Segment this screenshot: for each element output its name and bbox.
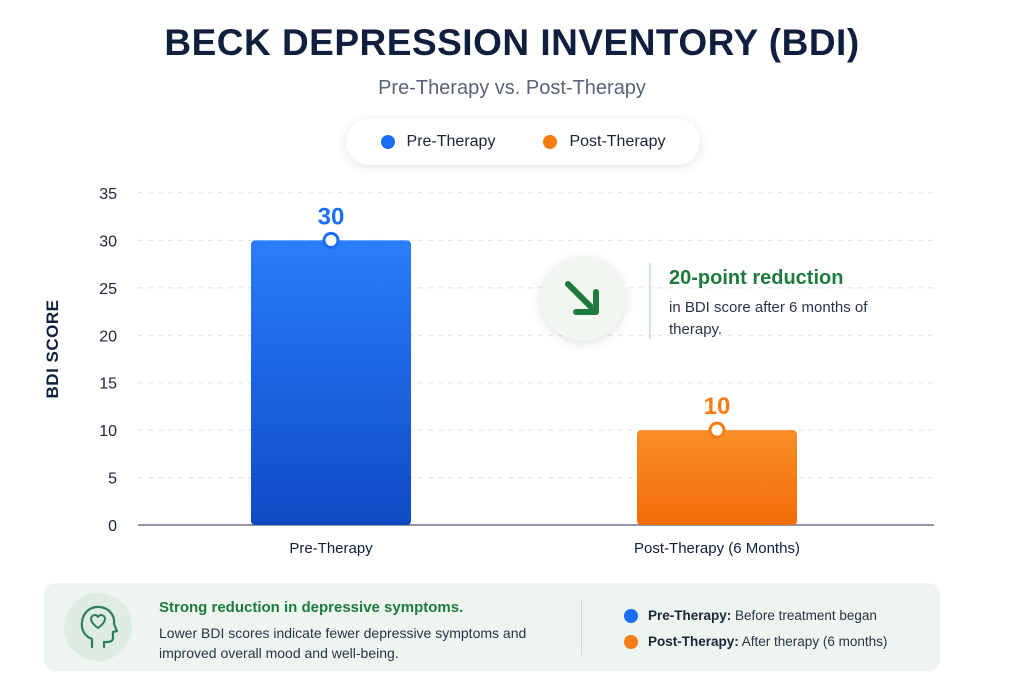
- y-tick-label: 20: [99, 328, 117, 345]
- bar-chart: 0 5 10 15 20 25 30 35 BDI SCORE 30 Pre-Therapy 10…: [43, 186, 934, 557]
- y-tick-label: 35: [99, 186, 117, 203]
- callout-divider: [649, 263, 651, 339]
- y-tick-label: 25: [99, 281, 117, 298]
- legend-swatch-post: [543, 135, 558, 149]
- footer-body: Lower BDI scores indicate fewer depressi…: [159, 625, 527, 661]
- chart-title: BECK DEPRESSION INVENTORY (BDI): [164, 22, 860, 63]
- bar-marker: [322, 231, 340, 249]
- callout-title: 20-point reduction: [669, 267, 844, 289]
- x-tick-label: Pre-Therapy: [289, 540, 373, 557]
- bar-post-therapy: [637, 430, 797, 525]
- y-axis-label: BDI SCORE: [43, 300, 62, 399]
- footer-swatch-pre: [624, 608, 638, 623]
- y-tick-label: 5: [108, 471, 117, 488]
- callout-icon-circle: [541, 257, 625, 341]
- footer-headline: Strong reduction in depressive symptoms.: [159, 599, 464, 616]
- footer-panel: Strong reduction in depressive symptoms.…: [44, 583, 940, 671]
- footer-legend-pre: Pre-Therapy: Before treatment began: [624, 608, 877, 623]
- head-heart-icon: [80, 605, 119, 649]
- y-tick-label: 30: [99, 233, 117, 250]
- bar-marker: [708, 421, 726, 439]
- legend-label-pre: Pre-Therapy: [406, 133, 496, 150]
- y-tick-label: 15: [99, 376, 117, 393]
- arrow-down-right-icon: [565, 281, 599, 315]
- reduction-callout: 20-point reduction in BDI score after 6 …: [527, 247, 927, 357]
- legend-label-post: Post-Therapy: [569, 133, 666, 150]
- footer-legend-post: Post-Therapy: After therapy (6 months): [624, 634, 887, 649]
- legend-item-pre: Pre-Therapy: [380, 133, 496, 151]
- legend: Pre-Therapy Post-Therapy: [346, 119, 700, 165]
- data-label: 30: [318, 203, 345, 230]
- data-label: 10: [704, 393, 731, 420]
- footer-icon-circle: [64, 593, 132, 661]
- chart-subtitle: Pre-Therapy vs. Post-Therapy: [378, 77, 646, 99]
- x-tick-label: Post-Therapy (6 Months): [634, 540, 800, 557]
- callout-text: in BDI score after 6 months of therapy.: [669, 299, 868, 338]
- footer-legend-desc-pre: Before treatment began: [735, 608, 877, 623]
- footer-legend-term-pre: Pre-Therapy:: [648, 608, 732, 623]
- footer-legend-desc-post: After therapy (6 months): [741, 634, 888, 649]
- footer-legend-term-post: Post-Therapy:: [648, 634, 739, 649]
- y-tick-label: 10: [99, 423, 117, 440]
- legend-swatch-pre: [380, 135, 395, 149]
- legend-item-post: Post-Therapy: [543, 133, 665, 151]
- y-tick-label: 0: [108, 518, 117, 535]
- footer-swatch-post: [624, 634, 638, 649]
- footer-divider: [581, 599, 582, 655]
- bar-pre-therapy: [251, 240, 411, 525]
